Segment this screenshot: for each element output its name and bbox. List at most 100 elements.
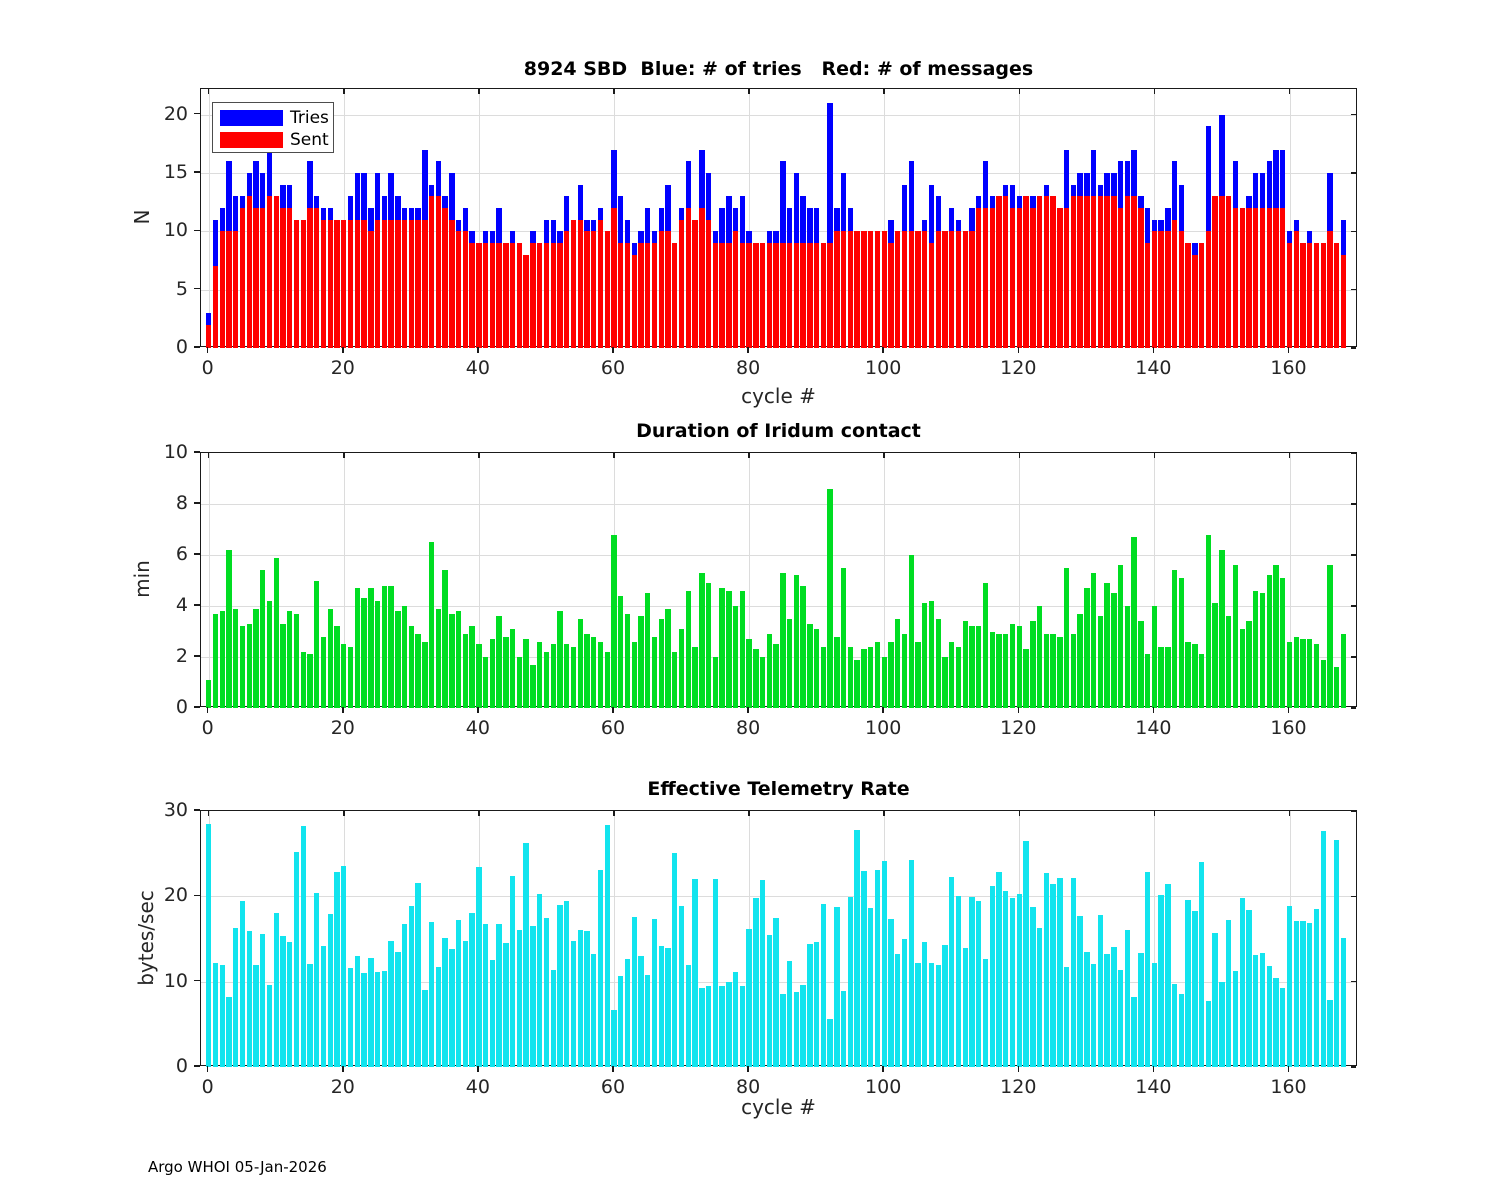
duration-bar [847, 646, 854, 708]
duration-bar [658, 618, 664, 708]
sent-bar [1090, 196, 1097, 348]
sent-bar [793, 243, 800, 348]
duration-bar [543, 651, 550, 708]
duration-y-axis-label: min [130, 560, 154, 598]
duration-bar [1205, 534, 1212, 708]
rate-xtick-mark-top [1288, 811, 1291, 816]
dur-ytick-label: 2 [175, 645, 188, 667]
sent-bar [1307, 243, 1313, 348]
duration-bar [476, 644, 482, 708]
dur-ytick-mark [194, 706, 200, 708]
rate-xtick-mark-top [1018, 811, 1021, 816]
sent-bar [800, 243, 806, 348]
sent-bar [219, 231, 225, 348]
rate-bar [780, 994, 786, 1067]
rate-bar [624, 958, 631, 1067]
duration-bar [915, 641, 921, 708]
duration-bar [341, 644, 347, 708]
rate-bar [219, 964, 225, 1067]
rate-xtick-label: 100 [865, 1076, 902, 1098]
rate-bar [1198, 862, 1205, 1067]
duration-bar [1320, 659, 1326, 708]
duration-bar [638, 616, 644, 708]
duration-bar [942, 657, 948, 708]
sbd-xtick-mark [477, 347, 479, 353]
rate-ytick-mark-right [1351, 1066, 1356, 1068]
sent-bar [260, 208, 266, 348]
rate-bar [1003, 891, 1009, 1067]
duration-bar [1280, 577, 1286, 708]
dur-ytick-mark [194, 655, 200, 657]
rate-bar [1144, 871, 1151, 1067]
rate-xtick-mark [477, 1066, 479, 1072]
tries-swatch-icon [220, 110, 283, 126]
sent-bar [374, 219, 381, 348]
sent-bar [1158, 231, 1164, 348]
duration-bar [1253, 590, 1259, 708]
duration-bar [705, 583, 712, 708]
sent-bar [935, 231, 941, 348]
duration-bar [712, 657, 719, 708]
sent-bar [1023, 196, 1029, 348]
sbd-ytick-mark [194, 171, 200, 173]
rate-bar [476, 867, 482, 1067]
sent-bar [901, 231, 908, 348]
rate-ytick-mark [194, 809, 200, 811]
duration-bar [1043, 634, 1049, 708]
rate-bar [753, 898, 759, 1067]
duration-bar [368, 588, 374, 708]
rate-bar [280, 935, 286, 1067]
duration-bar [1131, 537, 1137, 708]
dur-xtick-label: 100 [865, 717, 902, 739]
sent-bar [1198, 243, 1205, 348]
dur-xtick-mark-top [478, 453, 480, 458]
duration-bar [219, 611, 225, 708]
duration-bar [496, 616, 502, 708]
dur-xtick-label: 160 [1270, 717, 1307, 739]
duration-bar [455, 611, 462, 708]
sent-bar [888, 243, 894, 348]
rate-ytick-mark [194, 979, 200, 982]
sent-bar [496, 243, 502, 348]
duration-bar [874, 641, 881, 708]
rate-bar [368, 957, 374, 1067]
duration-bar [253, 608, 259, 708]
sent-bar [503, 243, 509, 348]
sent-bar [861, 231, 867, 348]
dur-ytick-label: 10 [163, 441, 188, 463]
dur-xtick-label: 0 [201, 717, 214, 739]
duration-bar [746, 639, 752, 708]
sent-bar [874, 231, 881, 348]
sent-bar [408, 219, 415, 348]
sbd-ytick-label: 0 [175, 336, 188, 358]
dur-xtick-mark [477, 707, 479, 713]
sbd-xtick-mark-top [478, 89, 480, 94]
sent-bar [1009, 208, 1016, 348]
rate-bar [854, 829, 860, 1067]
sent-bar [455, 231, 462, 348]
sent-bar [287, 208, 293, 348]
sent-bar [1259, 208, 1266, 348]
duration-bar [1023, 649, 1029, 708]
sent-bar [482, 243, 489, 348]
rate-bar [557, 904, 563, 1067]
duration-bar [780, 572, 786, 708]
sent-bar [1036, 196, 1043, 348]
rate-bar [564, 900, 570, 1067]
rate-bar [449, 949, 455, 1067]
rate-ytick-mark-right [1351, 980, 1356, 983]
sent-bar [1246, 208, 1252, 348]
duration-bar [536, 641, 543, 708]
dur-xtick-mark-top [613, 453, 615, 458]
rate-bar [699, 987, 705, 1067]
sent-bar [1003, 196, 1009, 348]
duration-bar [293, 613, 300, 708]
rate-bar [536, 893, 543, 1067]
rate-bar [320, 945, 327, 1067]
duration-bar [1246, 621, 1252, 708]
sent-bar [786, 243, 793, 348]
sbd-ytick-mark-right [1351, 230, 1356, 233]
sent-bar [395, 219, 401, 348]
duration-bar [854, 659, 860, 708]
